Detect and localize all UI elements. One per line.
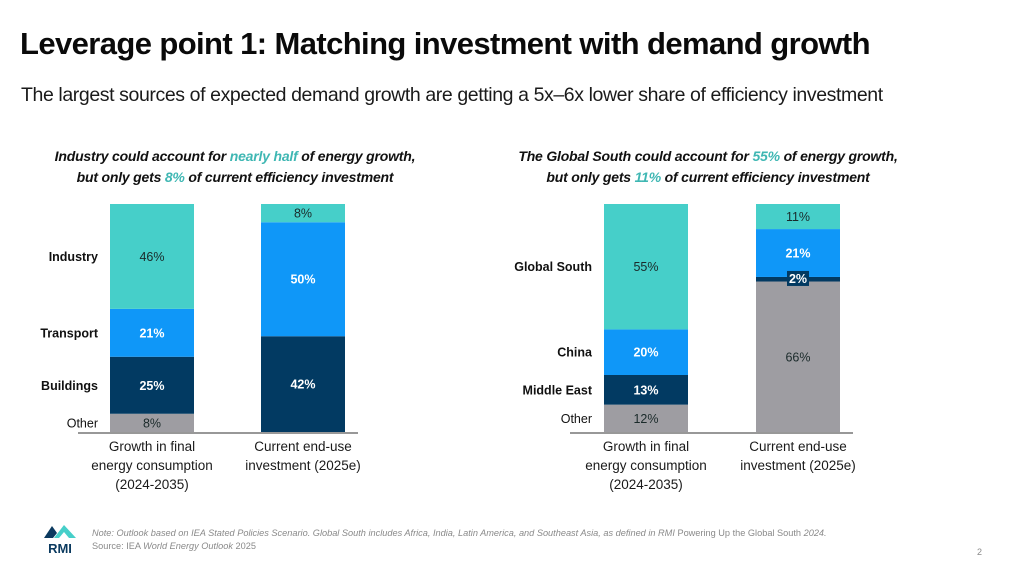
heading-line-2: but only gets 8% of current efficiency i… <box>40 167 430 188</box>
slide-title: Leverage point 1: Matching investment wi… <box>20 26 871 61</box>
x-tick-label: energy consumption <box>585 458 707 473</box>
bar-segment-buildings <box>110 356 194 414</box>
text: Powering Up the Global South <box>677 528 802 538</box>
bar-segment-china <box>604 329 688 375</box>
bar-segment-other <box>604 404 688 432</box>
legend-label-middle-east: Middle East <box>523 383 593 397</box>
italic-text: World Energy Outlook <box>143 541 233 551</box>
bar-segment-global-south <box>756 204 840 230</box>
x-tick-label: Current end-use <box>254 439 352 454</box>
highlight-text: 55% <box>752 148 780 164</box>
bar-segment-middle-east <box>604 375 688 405</box>
legend-label-global-south: Global South <box>514 260 592 274</box>
heading-text: The Global South could account for <box>518 148 753 164</box>
legend-label-china: China <box>557 346 593 360</box>
value-label: 42% <box>290 378 315 392</box>
legend-label-transport: Transport <box>40 326 98 340</box>
heading-text: of energy growth, <box>779 148 898 164</box>
x-tick-label: (2024-2035) <box>609 477 683 492</box>
heading-text: Industry could account for <box>54 148 230 164</box>
legend-label-other: Other <box>561 412 592 426</box>
value-label: 11% <box>786 210 810 224</box>
heading-text: but only gets <box>76 169 165 185</box>
right-chart-heading: The Global South could account for 55% o… <box>488 146 928 188</box>
value-label: 46% <box>139 250 164 264</box>
page-number: 2 <box>977 547 983 557</box>
bar-segment-buildings <box>261 336 345 432</box>
value-label: 13% <box>633 383 658 397</box>
footnote-note: Note: Outlook based on IEA Stated Polici… <box>92 527 827 540</box>
logo-mountain-light <box>54 525 76 538</box>
bar-segment-industry <box>261 204 345 223</box>
chart-sector: 8% 25% 21% 46% 42% 50% 8% Other Buildings Transpo… <box>40 204 361 492</box>
legend-label-buildings: Buildings <box>41 379 98 393</box>
bar-segment-other <box>110 413 194 432</box>
heading-line-1: Industry could account for nearly half o… <box>40 146 430 167</box>
bar-segment-transport <box>110 308 194 357</box>
highlight-text: 8% <box>164 169 185 185</box>
footnote-source: Source: IEA World Energy Outlook 2025 <box>92 540 827 553</box>
heading-line-2: but only gets 11% of current efficiency … <box>488 167 928 188</box>
x-tick-label: investment (2025e) <box>245 458 361 473</box>
heading-text: but only gets <box>546 169 635 185</box>
italic-text: Note: Outlook based on IEA Stated Polici… <box>92 528 678 538</box>
logo-mountain-dark <box>44 526 57 538</box>
value-label: 50% <box>290 273 315 287</box>
bar-segment-industry <box>110 204 194 309</box>
heading-text: of current efficiency investment <box>660 169 870 185</box>
x-tick-label: Growth in final <box>603 439 689 454</box>
value-label: 2% <box>789 272 807 286</box>
value-label: 8% <box>294 207 312 221</box>
heading-text: of energy growth, <box>297 148 416 164</box>
x-tick-label: Growth in final <box>109 439 195 454</box>
value-label: 66% <box>785 350 810 364</box>
value-label: 21% <box>139 326 164 340</box>
value-label-box <box>787 270 809 286</box>
logo-text: RMI <box>48 541 72 555</box>
italic-text: 2024. <box>801 528 827 538</box>
x-tick-label: (2024-2035) <box>115 477 189 492</box>
legend-label-other: Other <box>67 416 98 430</box>
bar-segment-global-south <box>604 204 688 330</box>
chart-region: 12% 13% 20% 55% 66% 2% 21% 11% Other Middle East C… <box>514 204 856 492</box>
text: 2025 <box>232 541 256 551</box>
legend-label-industry: Industry <box>49 250 98 264</box>
rmi-logo: RMI <box>44 525 76 555</box>
heading-line-1: The Global South could account for 55% o… <box>488 146 928 167</box>
x-tick-label: Current end-use <box>749 439 847 454</box>
slide-subtitle: The largest sources of expected demand g… <box>21 84 883 106</box>
bar-segment-china <box>756 229 840 277</box>
heading-text: of current efficiency investment <box>184 169 394 185</box>
value-label: 8% <box>143 416 161 430</box>
highlight-text: nearly half <box>229 148 298 164</box>
highlight-text: 11% <box>634 169 662 185</box>
value-label: 20% <box>633 346 658 360</box>
text: Source: IEA <box>92 541 144 551</box>
value-label: 12% <box>633 412 658 426</box>
value-label: 25% <box>139 379 164 393</box>
bar-segment-transport <box>261 222 345 337</box>
value-label: 55% <box>633 260 658 274</box>
bar-segment-other <box>756 281 840 432</box>
left-chart-heading: Industry could account for nearly half o… <box>40 146 430 188</box>
x-tick-label: energy consumption <box>91 458 213 473</box>
footnote: Note: Outlook based on IEA Stated Polici… <box>92 527 827 553</box>
value-label: 21% <box>785 247 810 261</box>
x-tick-label: investment (2025e) <box>740 458 856 473</box>
